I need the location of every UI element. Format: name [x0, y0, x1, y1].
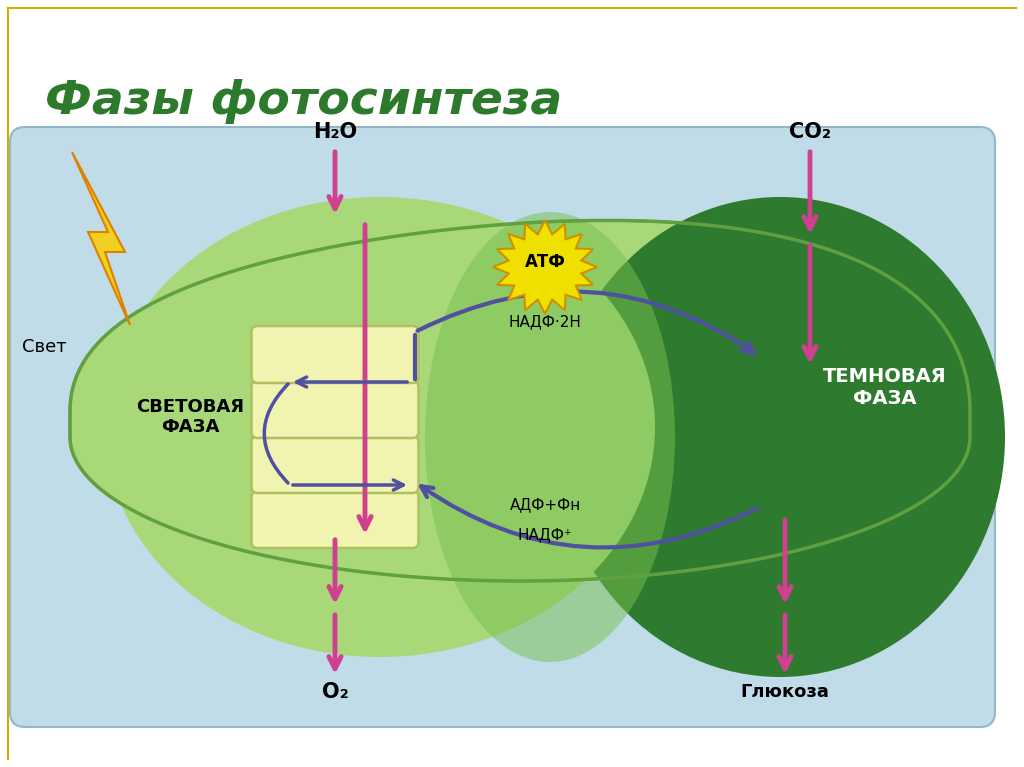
Ellipse shape [555, 197, 1005, 677]
Text: Глюкоза: Глюкоза [740, 683, 829, 701]
Polygon shape [70, 220, 970, 581]
Text: АТФ: АТФ [524, 253, 565, 271]
Text: Свет: Свет [22, 338, 67, 356]
Text: O₂: O₂ [322, 682, 348, 702]
Text: АДФ+Фн: АДФ+Фн [509, 498, 581, 512]
Text: CO₂: CO₂ [790, 122, 831, 142]
Text: СВЕТОВАЯ
ФАЗА: СВЕТОВАЯ ФАЗА [136, 397, 244, 436]
FancyBboxPatch shape [10, 127, 995, 727]
Polygon shape [72, 152, 130, 325]
FancyBboxPatch shape [252, 381, 419, 438]
FancyBboxPatch shape [252, 436, 419, 493]
Ellipse shape [425, 212, 675, 662]
FancyBboxPatch shape [252, 491, 419, 548]
FancyBboxPatch shape [252, 326, 419, 383]
Text: НАДФ·2Н: НАДФ·2Н [509, 314, 582, 330]
Ellipse shape [105, 197, 655, 657]
Text: НАДФ⁺: НАДФ⁺ [517, 528, 572, 542]
Text: Фазы фотосинтеза: Фазы фотосинтеза [45, 80, 562, 124]
Text: H₂O: H₂O [313, 122, 357, 142]
Polygon shape [493, 220, 597, 314]
Text: ТЕМНОВАЯ
ФАЗА: ТЕМНОВАЯ ФАЗА [823, 367, 947, 407]
